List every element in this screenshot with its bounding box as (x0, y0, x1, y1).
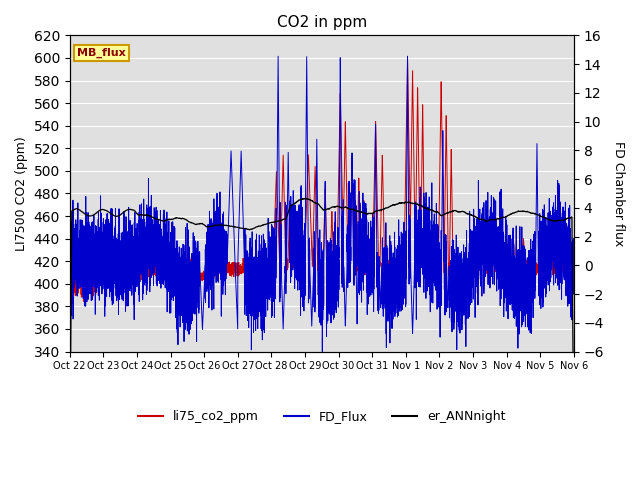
Text: MB_flux: MB_flux (77, 48, 126, 58)
Legend: li75_co2_ppm, FD_Flux, er_ANNnight: li75_co2_ppm, FD_Flux, er_ANNnight (132, 405, 511, 428)
Y-axis label: LI7500 CO2 (ppm): LI7500 CO2 (ppm) (15, 136, 28, 251)
Title: CO2 in ppm: CO2 in ppm (276, 15, 367, 30)
Y-axis label: FD Chamber flux: FD Chamber flux (612, 141, 625, 246)
